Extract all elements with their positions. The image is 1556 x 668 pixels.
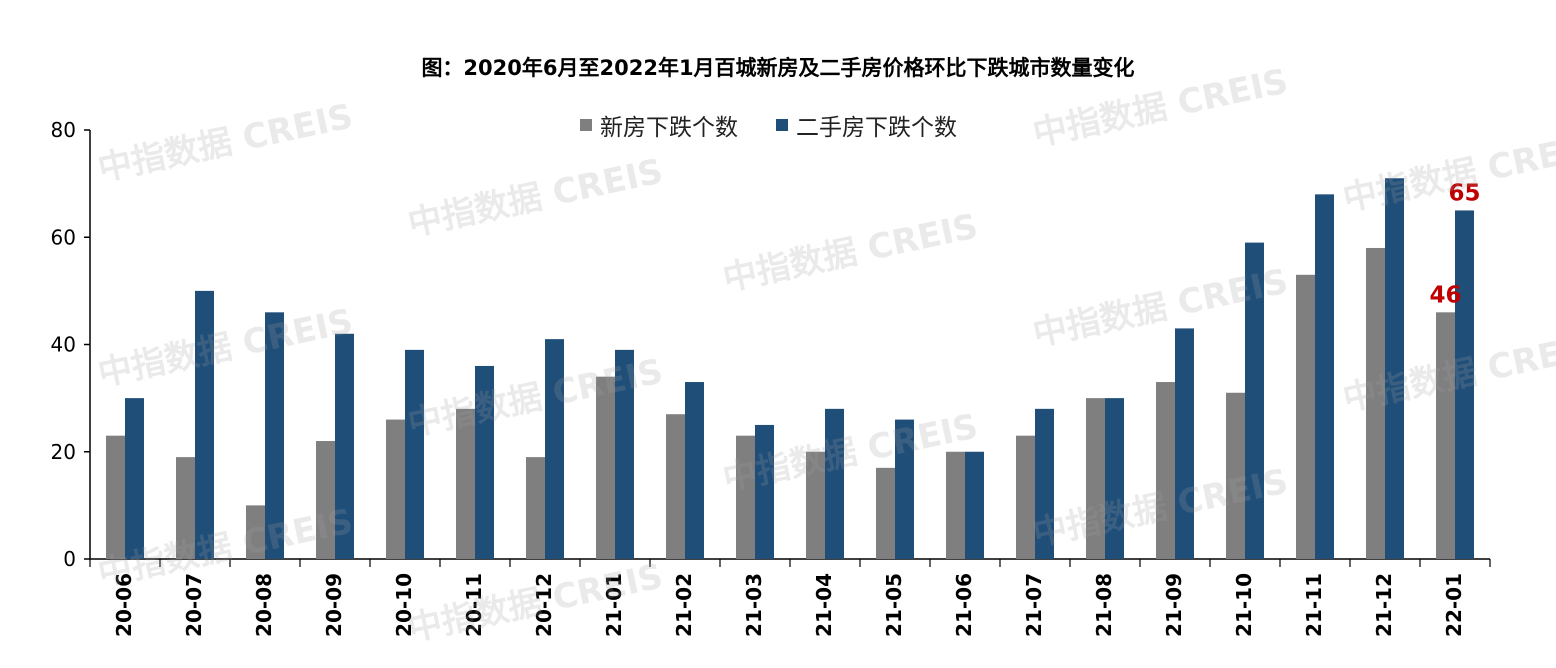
bar-second (125, 398, 144, 559)
x-tick-label: 22-01 (1442, 573, 1466, 637)
y-tick-label: 80 (51, 118, 76, 142)
bar-new (526, 457, 545, 559)
bar-new (386, 419, 405, 559)
bar-new (106, 435, 125, 559)
bar-second (1175, 328, 1194, 559)
y-tick-label: 60 (51, 225, 76, 249)
bar-new (1436, 312, 1455, 559)
bar-second (755, 424, 774, 559)
legend-label-new: 新房下跌个数 (600, 115, 738, 141)
x-tick-label: 20-07 (182, 573, 206, 637)
bar-new (806, 451, 825, 559)
legend-item-second: 二手房下跌个数 (776, 108, 957, 142)
y-tick-label: 0 (63, 547, 76, 571)
chart-title: 图：2020年6月至2022年1月百城新房及二手房价格环比下跌城市数量变化 (421, 56, 1135, 80)
x-tick-label: 20-12 (532, 573, 556, 637)
bar-new (736, 435, 755, 559)
y-tick-label: 40 (51, 333, 76, 357)
x-tick-label: 21-09 (1162, 573, 1186, 637)
x-tick-label: 21-07 (1022, 573, 1046, 637)
y-tick-label: 20 (51, 440, 76, 464)
bar-second (405, 349, 424, 559)
x-tick-label: 21-02 (672, 573, 696, 637)
x-tick-label: 21-08 (1092, 573, 1116, 637)
data-label: 46 (1429, 282, 1461, 308)
bar-second (685, 382, 704, 559)
bar-second (545, 339, 564, 559)
bar-new (1016, 435, 1035, 559)
data-label: 65 (1448, 180, 1480, 206)
bar-new (946, 451, 965, 559)
bar-second (335, 333, 354, 559)
x-tick-label: 20-11 (462, 573, 486, 637)
bar-second (1105, 398, 1124, 559)
x-tick-label: 20-10 (392, 573, 416, 637)
bar-new (246, 505, 265, 559)
bar-second (965, 451, 984, 559)
legend: 新房下跌个数 二手房下跌个数 (580, 108, 957, 142)
bar-new (876, 467, 895, 559)
x-tick-label: 21-03 (742, 573, 766, 637)
bar-new (316, 441, 335, 559)
x-tick-label: 21-04 (812, 573, 836, 637)
legend-swatch-second (776, 119, 788, 131)
x-tick-label: 21-01 (602, 573, 626, 637)
bar-second (1385, 178, 1404, 559)
x-tick-label: 21-06 (952, 573, 976, 637)
bar-new (666, 414, 685, 559)
bar-second (475, 365, 494, 559)
bar-second (195, 290, 214, 559)
bar-new (1226, 392, 1245, 559)
bar-new (1086, 398, 1105, 559)
legend-swatch-new (580, 119, 592, 131)
bar-second (1245, 242, 1264, 560)
legend-item-new: 新房下跌个数 (580, 108, 738, 142)
bar-second (825, 408, 844, 559)
bar-new (1366, 247, 1385, 559)
x-tick-label: 21-10 (1232, 573, 1256, 637)
x-tick-label: 20-08 (252, 573, 276, 637)
legend-label-second: 二手房下跌个数 (796, 115, 957, 141)
bar-new (176, 457, 195, 559)
bar-second (1455, 210, 1474, 559)
bar-new (1296, 274, 1315, 559)
x-tick-label: 21-05 (882, 573, 906, 637)
bar-new (1156, 382, 1175, 559)
bar-second (1315, 194, 1334, 559)
x-tick-label: 21-12 (1372, 573, 1396, 637)
bar-second (1035, 408, 1054, 559)
x-tick-label: 21-11 (1302, 573, 1326, 637)
bar-second (895, 419, 914, 559)
bar-new (456, 408, 475, 559)
x-tick-label: 20-09 (322, 573, 346, 637)
bar-second (265, 312, 284, 559)
x-tick-label: 20-06 (112, 573, 136, 637)
bar-second (615, 349, 634, 559)
bar-new (596, 376, 615, 559)
